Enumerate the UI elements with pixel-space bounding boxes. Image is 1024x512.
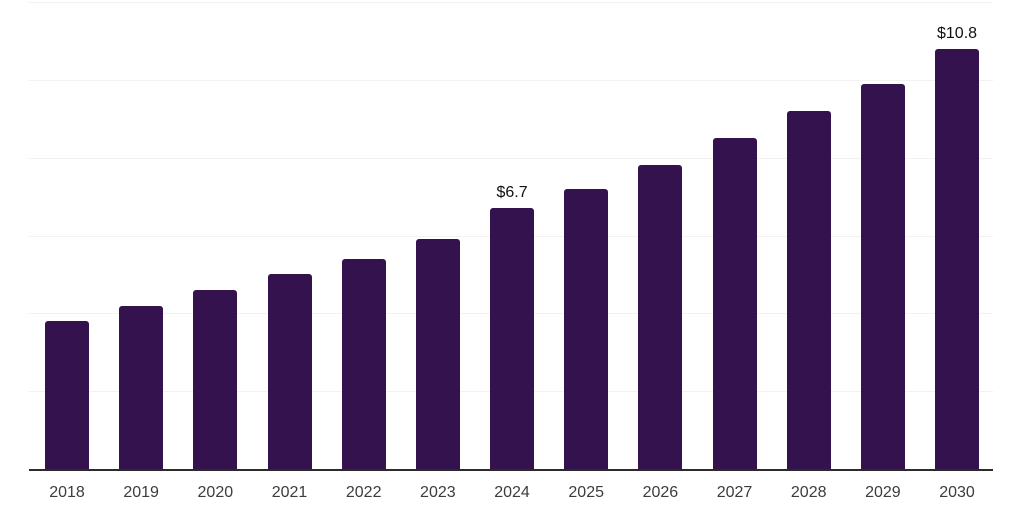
bar-2027 — [712, 138, 757, 469]
bar-2026 — [638, 165, 683, 469]
bar-2023 — [415, 239, 460, 469]
bar-2029 — [860, 83, 905, 469]
x-tick-label: 2025 — [568, 484, 604, 501]
x-tick-label: 2029 — [865, 484, 901, 501]
bar-2028 — [786, 110, 831, 469]
data-label-2030: $10.8 — [937, 24, 978, 42]
bar-2030 — [935, 48, 980, 469]
x-tick-label: 2024 — [494, 484, 530, 501]
x-tick-label: 2019 — [123, 484, 159, 501]
x-tick-label: 2030 — [939, 484, 975, 501]
bar-2018 — [45, 321, 89, 469]
bar-2020 — [193, 289, 238, 469]
x-axis-line — [29, 469, 993, 471]
data-label-2024: $6.7 — [496, 184, 528, 202]
bar-2019 — [119, 305, 164, 469]
x-tick-label: 2027 — [716, 484, 753, 501]
x-tick-label: 2023 — [420, 484, 456, 501]
bar-2021 — [267, 274, 312, 469]
x-tick-label: 2018 — [49, 484, 85, 501]
gridline — [29, 79, 993, 81]
bar-2022 — [341, 258, 386, 469]
plot-area: $6.7 $10.8 — [29, 2, 993, 471]
gridline — [29, 157, 993, 159]
bar-2025 — [564, 188, 609, 469]
gridline — [29, 2, 993, 3]
x-tick-label: 2021 — [271, 484, 308, 501]
x-tick-label: 2022 — [345, 484, 382, 501]
x-tick-label: 2026 — [642, 484, 679, 501]
bar-2024 — [490, 208, 535, 469]
x-tick-label: 2028 — [790, 484, 827, 501]
x-tick-label: 2020 — [197, 484, 234, 501]
